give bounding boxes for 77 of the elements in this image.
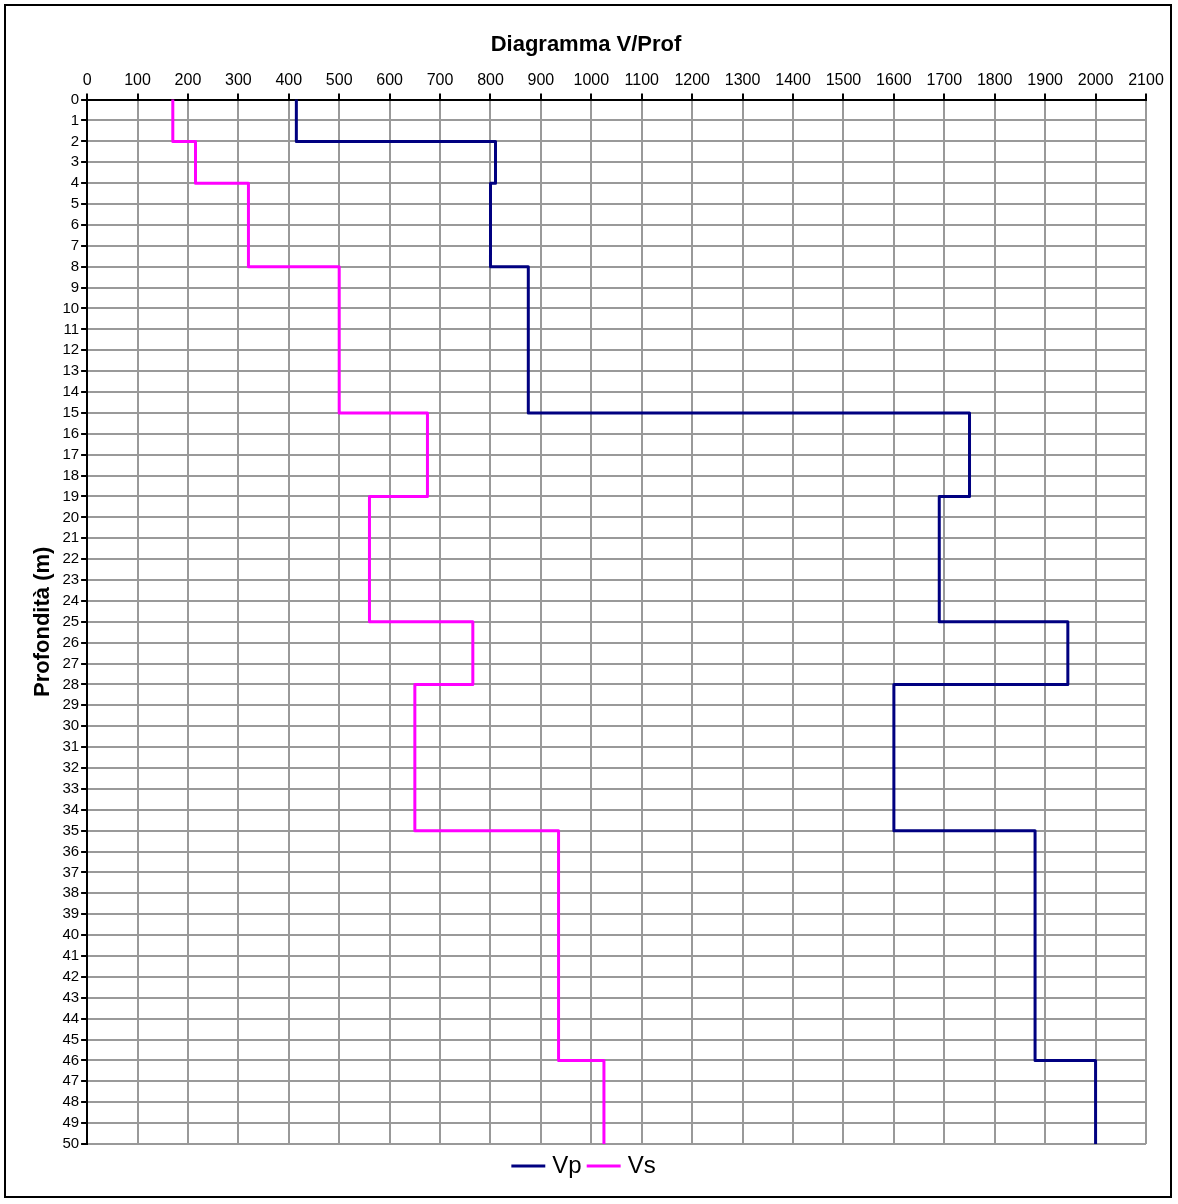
y-tick-label: 9 [70,277,80,295]
y-tick-label: 33 [62,779,80,797]
y-tick-label: 27 [62,653,80,671]
x-tick-label: 1900 [1027,71,1064,89]
y-tick-label: 10 [62,298,80,316]
y-tick-label: 19 [62,486,80,504]
x-tick-label: 1700 [926,71,963,89]
legend-label: Vs [627,1150,656,1178]
y-tick-label: 5 [70,194,80,212]
x-tick-label: 500 [325,71,353,89]
x-tick-label: 1400 [775,71,811,89]
x-tick-label: 2000 [1077,71,1114,89]
y-tick-label: 8 [70,256,80,274]
x-tick-label: 1200 [674,71,711,89]
x-tick-label: 700 [426,71,454,89]
y-tick-label: 41 [62,946,80,964]
y-tick-label: 39 [62,904,80,922]
x-tick-label: 100 [124,71,151,89]
x-tick-label: 300 [225,71,252,89]
x-tick-label: 600 [376,71,404,89]
y-tick-label: 35 [62,820,80,838]
y-tick-label: 0 [70,89,80,107]
x-tick-label: 1600 [876,71,912,89]
y-tick-label: 38 [62,883,80,901]
y-tick-label: 20 [62,507,80,525]
y-tick-label: 21 [62,528,80,546]
x-tick-label: 0 [82,71,92,89]
y-tick-label: 37 [62,862,80,880]
y-tick-label: 29 [62,695,80,713]
y-tick-label: 22 [62,549,80,567]
y-tick-label: 23 [62,570,80,588]
y-tick-label: 17 [62,444,80,462]
x-tick-label: 1100 [624,71,660,89]
x-tick-label: 1800 [976,71,1013,89]
y-tick-label: 47 [62,1071,80,1089]
y-tick-label: 13 [62,361,80,379]
y-tick-label: 31 [62,737,80,755]
y-axis-title: Profondità (m) [29,546,55,697]
legend-label: Vp [552,1150,582,1178]
y-tick-label: 46 [62,1050,80,1068]
y-tick-label: 36 [62,841,80,859]
y-tick-label: 50 [62,1134,80,1152]
y-tick-label: 34 [62,799,80,817]
y-tick-label: 14 [62,382,80,400]
y-tick-label: 43 [62,987,80,1005]
y-tick-label: 16 [62,423,80,441]
x-tick-label: 2100 [1128,71,1164,89]
y-tick-label: 24 [62,591,80,609]
x-tick-label: 1300 [724,71,761,89]
y-tick-label: 45 [62,1029,80,1047]
x-tick-label: 900 [527,71,555,89]
y-tick-label: 1 [70,110,80,128]
y-tick-label: 15 [62,403,80,421]
x-tick-label: 400 [275,71,303,89]
y-tick-label: 40 [62,925,80,943]
y-tick-label: 18 [62,465,80,483]
x-tick-label: 1500 [825,71,862,89]
y-tick-label: 32 [62,758,80,776]
y-tick-label: 3 [70,152,80,170]
x-tick-label: 200 [174,71,202,89]
y-tick-label: 11 [63,319,80,337]
y-tick-label: 49 [62,1113,80,1131]
y-tick-label: 25 [62,611,80,629]
x-tick-label: 800 [477,71,504,89]
y-tick-label: 12 [62,340,80,358]
x-tick-label: 1000 [573,71,610,89]
y-tick-label: 4 [70,173,80,191]
y-tick-label: 28 [62,674,80,692]
y-tick-label: 2 [70,131,80,149]
chart-title: Diagramma V/Prof [490,31,683,57]
y-tick-label: 7 [70,235,80,253]
y-tick-label: 48 [62,1092,80,1110]
y-tick-label: 42 [62,967,80,985]
y-tick-label: 44 [62,1008,80,1026]
y-tick-label: 30 [62,716,80,734]
y-tick-label: 26 [62,632,80,650]
y-tick-label: 6 [70,215,80,233]
